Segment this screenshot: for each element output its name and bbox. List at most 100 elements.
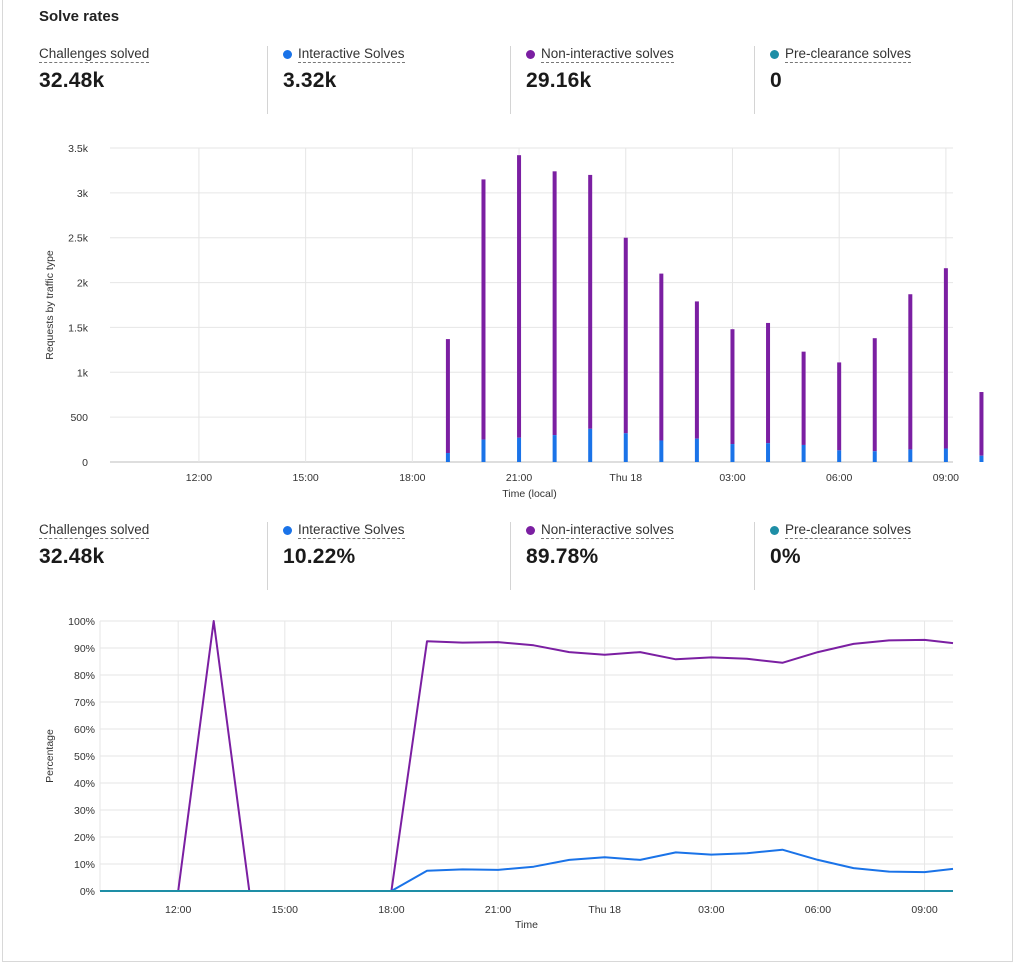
stat-interactive-solves[interactable]: Interactive Solves 10.22% [267,522,405,594]
stat-label[interactable]: Challenges solved [39,522,150,539]
stat-challenges-solved[interactable]: Challenges solved 32.48k [39,46,150,118]
stat-value: 32.48k [39,69,105,92]
stats-counts: Challenges solved 32.48k Interactive Sol… [39,46,999,126]
bar-interactive [623,433,628,462]
x-tick-label: 06:00 [826,472,852,484]
bar-noninteractive [445,339,450,454]
bar-interactive [694,438,699,462]
y-tick-label: 40% [74,778,95,790]
y-axis-label: Requests by traffic type [44,250,56,360]
y-tick-label: 10% [74,859,95,871]
percentage-line-chart[interactable]: 0% 10% 20% 30% 40% 50% 60% 70% 80% 90% 100% 12:00 15… [0,605,1024,935]
divider [510,46,511,114]
x-tick-label: 09:00 [933,472,959,484]
stat-label[interactable]: Non-interactive solves [541,46,674,63]
y-tick-label: 60% [74,724,95,736]
bar-noninteractive [552,171,557,436]
bar-interactive [837,450,842,462]
bar-noninteractive [801,351,806,445]
stat-label[interactable]: Interactive Solves [298,522,405,539]
x-tick-label: 03:00 [719,472,745,484]
bar-interactive [943,448,948,462]
bar-noninteractive [979,392,984,456]
y-tick-label: 3.5k [68,143,89,155]
requests-bar-chart[interactable]: 0 500 1k 1.5k 2k 2.5k 3k 3.5k 12:00 15:00 18:00 21:… [0,130,1024,510]
y-tick-label: 500 [70,412,88,424]
y-tick-label: 3k [77,188,89,200]
bar-noninteractive [730,329,735,445]
stat-value: 32.48k [39,545,105,568]
bar-interactive [730,444,735,462]
bar-noninteractive [766,322,771,444]
bar-noninteractive [659,273,664,441]
stat-pre-clearance-solves[interactable]: Pre-clearance solves 0% [754,522,912,594]
x-tick-label: Thu 18 [609,472,642,484]
line-interactive [100,848,954,892]
y-tick-label: 30% [74,805,95,817]
stat-label[interactable]: Pre-clearance solves [785,46,912,63]
x-tick-label: 03:00 [698,904,724,916]
stat-value: 29.16k [526,69,592,92]
stat-non-interactive-solves[interactable]: Non-interactive solves 89.78% [510,522,674,594]
x-tick-label: 18:00 [378,904,404,916]
y-tick-label: 1.5k [68,322,89,334]
x-tick-label: 12:00 [165,904,191,916]
stat-value: 3.32k [283,69,337,92]
bar-interactive [872,451,877,462]
y-tick-label: 80% [74,670,95,682]
x-tick-label: 09:00 [911,904,937,916]
bar-noninteractive [943,268,948,449]
bar-noninteractive [837,362,842,451]
y-tick-label: 0 [82,457,88,469]
bar-interactive [659,440,664,462]
x-tick-label: 18:00 [399,472,425,484]
stat-value: 10.22% [283,545,356,568]
stat-label[interactable]: Non-interactive solves [541,522,674,539]
bar-interactive [766,443,771,462]
stat-value: 89.78% [526,545,599,568]
divider [754,522,755,590]
stat-pre-clearance-solves[interactable]: Pre-clearance solves 0 [754,46,912,118]
bar-interactive [517,437,522,462]
bar-noninteractive [694,301,699,439]
y-tick-label: 90% [74,643,95,655]
bar-noninteractive [623,237,628,434]
stat-label[interactable]: Challenges solved [39,46,150,63]
y-tick-label: 2.5k [68,233,89,245]
x-axis-label: Time (local) [502,488,556,500]
y-tick-label: 50% [74,751,95,763]
stats-percent: Challenges solved 32.48k Interactive Sol… [39,522,999,602]
bar-interactive [801,444,806,462]
y-tick-label: 70% [74,697,95,709]
interactive-legend-dot-icon [283,526,292,535]
stat-non-interactive-solves[interactable]: Non-interactive solves 29.16k [510,46,674,118]
noninteractive-legend-dot-icon [526,526,535,535]
bar-interactive [552,435,557,462]
x-tick-label: 15:00 [272,904,298,916]
stat-label[interactable]: Interactive Solves [298,46,405,63]
stat-interactive-solves[interactable]: Interactive Solves 3.32k [267,46,405,118]
bar-interactive [588,428,593,462]
x-tick-label: 15:00 [292,472,318,484]
stat-value: 0 [770,69,782,92]
bar-noninteractive [872,338,877,452]
preclearance-legend-dot-icon [770,526,779,535]
stat-challenges-solved[interactable]: Challenges solved 32.48k [39,522,150,594]
x-tick-label: 06:00 [805,904,831,916]
bar-interactive [979,455,984,462]
bar-noninteractive [481,179,486,440]
y-tick-label: 100% [68,616,95,628]
noninteractive-legend-dot-icon [526,50,535,59]
stat-label[interactable]: Pre-clearance solves [785,522,912,539]
stat-value: 0% [770,545,801,568]
y-tick-label: 20% [74,832,95,844]
interactive-legend-dot-icon [283,50,292,59]
bar-noninteractive [908,294,913,450]
bar-noninteractive [588,174,593,429]
divider [267,522,268,590]
preclearance-legend-dot-icon [770,50,779,59]
bar-noninteractive [517,155,522,438]
x-axis-label: Time [515,919,538,931]
bar-interactive [481,439,486,462]
